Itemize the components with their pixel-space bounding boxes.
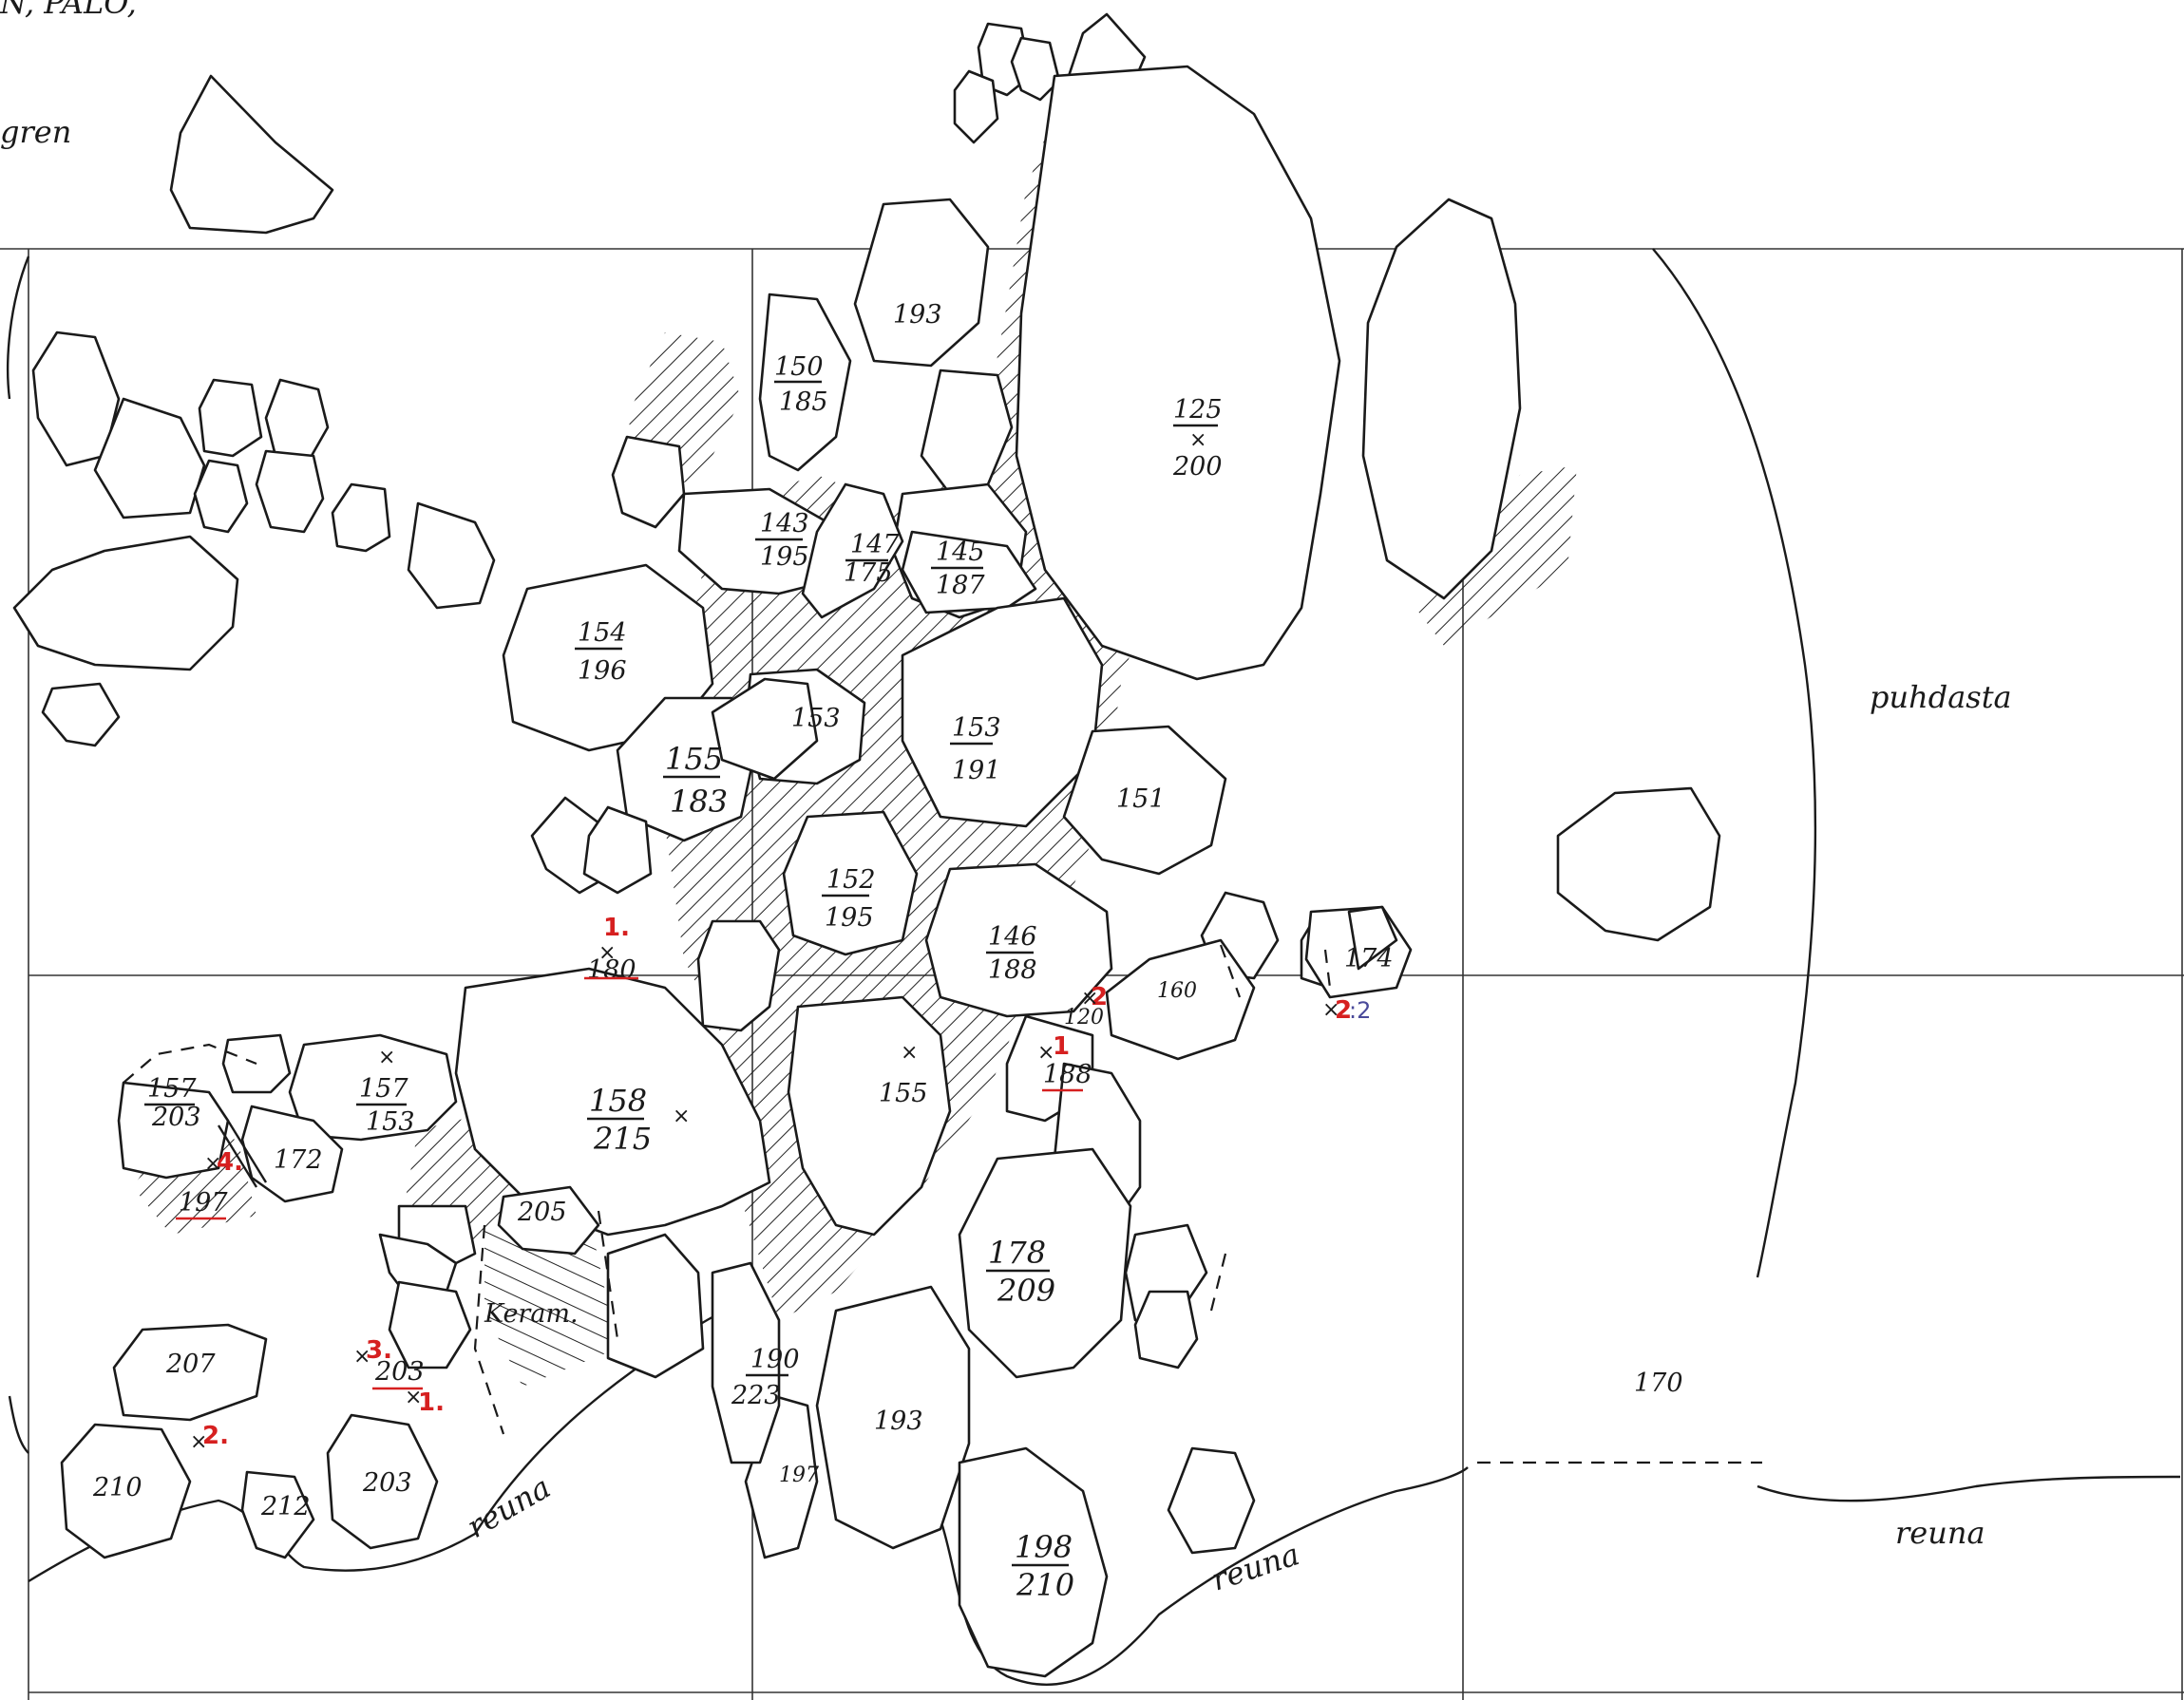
header-fragment-name: gren (0, 114, 71, 150)
stone-label: 153 (366, 1107, 415, 1137)
find-number: 1 (1053, 1032, 1070, 1061)
stone-label: 172 (274, 1145, 323, 1175)
stone-label: 152 (826, 865, 876, 895)
stone-label: 154 (578, 618, 627, 648)
stone-label: 145 (936, 538, 985, 567)
stone-label: 175 (844, 558, 893, 588)
find-number: 2 (1091, 983, 1108, 1011)
stone-label: 191 (952, 756, 1001, 785)
find-number: 2. (202, 1422, 229, 1450)
find-number: 4. (217, 1148, 243, 1177)
stone-label: 195 (760, 542, 809, 572)
stone-label: 203 (362, 1468, 412, 1498)
find-suffix: :2 (1349, 997, 1371, 1024)
stone-label: 187 (936, 571, 985, 600)
stone-label: 158 (589, 1083, 647, 1119)
stone-label: 197 (779, 1464, 819, 1487)
stone-label: 207 (165, 1350, 216, 1379)
stone-label: 150 (774, 352, 824, 382)
stone-label: 198 (1015, 1529, 1073, 1565)
svg-text:×: × (1189, 428, 1206, 452)
stone-label: 157 (147, 1074, 197, 1104)
svg-text:×: × (204, 1152, 221, 1176)
stone-label: 155 (879, 1079, 928, 1108)
stone-label: 160 (1157, 979, 1197, 1003)
stone-label: 203 (151, 1103, 201, 1132)
stones (12, 12, 1721, 1678)
svg-text:×: × (1322, 998, 1339, 1022)
svg-text:×: × (405, 1386, 422, 1409)
svg-text:×: × (1037, 1041, 1054, 1065)
stone-label: 143 (760, 509, 809, 538)
dashed-outlines (123, 944, 1332, 1435)
stone-label: 196 (578, 656, 627, 686)
header-fragment-left: N, PALO, (0, 0, 137, 21)
stone-label: 151 (1116, 784, 1166, 814)
ceramics-label: Keram. (484, 1299, 579, 1329)
find-label: 120 (1064, 1006, 1104, 1029)
svg-text:×: × (673, 1105, 690, 1128)
stone-label: 193 (874, 1407, 923, 1436)
stone-label: 153 (952, 713, 1001, 743)
find-label: 180 (587, 955, 636, 985)
find-label: 197 (179, 1188, 228, 1218)
stone-label: 178 (988, 1235, 1046, 1271)
stone-label: 174 (1344, 944, 1394, 973)
find-label: 188 (1043, 1060, 1092, 1089)
svg-text:×: × (598, 941, 616, 965)
stone-label: 205 (517, 1198, 567, 1227)
stone-labels: 125 × 200 193 150 185 143 195 147 175 14… (92, 300, 1683, 1603)
stone-label: 153 (791, 704, 841, 733)
stone-label: 188 (988, 955, 1037, 985)
stone-label: 193 (893, 300, 942, 330)
find-label: 203 (374, 1357, 425, 1387)
stone-label: 223 (731, 1381, 781, 1410)
stone-label: 190 (750, 1345, 800, 1374)
stone-label: 183 (670, 784, 728, 820)
edge-label-left: reuna (461, 1469, 557, 1545)
stone-label: 185 (779, 387, 828, 417)
stone-label: 155 (665, 741, 723, 777)
stone-label: 210 (1016, 1567, 1074, 1603)
stone-label: 146 (988, 922, 1037, 952)
stone-label: 215 (593, 1121, 652, 1157)
stone-label: 125 (1173, 395, 1223, 425)
stone-label: 195 (825, 903, 874, 933)
find-number: 1. (418, 1388, 445, 1417)
svg-text:×: × (1081, 987, 1098, 1011)
stone-label: 209 (997, 1273, 1055, 1309)
svg-text:×: × (378, 1046, 395, 1069)
marker-bar (217, 1124, 258, 1188)
marker-bar (226, 1120, 268, 1183)
stone-label: 147 (850, 530, 900, 559)
find-number: 2 (1335, 996, 1352, 1025)
find-number: 1. (603, 914, 630, 942)
find-number: 3. (366, 1336, 392, 1365)
svg-text:×: × (901, 1041, 918, 1065)
clean-area-label: puhdasta (1870, 679, 2012, 715)
svg-text:×: × (190, 1430, 207, 1454)
edge-label-right: reuna (1895, 1515, 1985, 1551)
stone-label: 212 (260, 1492, 311, 1521)
stone-label: 200 (1172, 452, 1223, 482)
stone-label: 170 (1634, 1369, 1683, 1398)
stone-label: 210 (92, 1473, 142, 1502)
find-markers: 1. × 1 × 2 × × 2 :2 × 4. × 3. × 1. × 2. (190, 914, 1371, 1454)
stone-label: 157 (359, 1074, 408, 1104)
svg-text:×: × (353, 1345, 370, 1369)
